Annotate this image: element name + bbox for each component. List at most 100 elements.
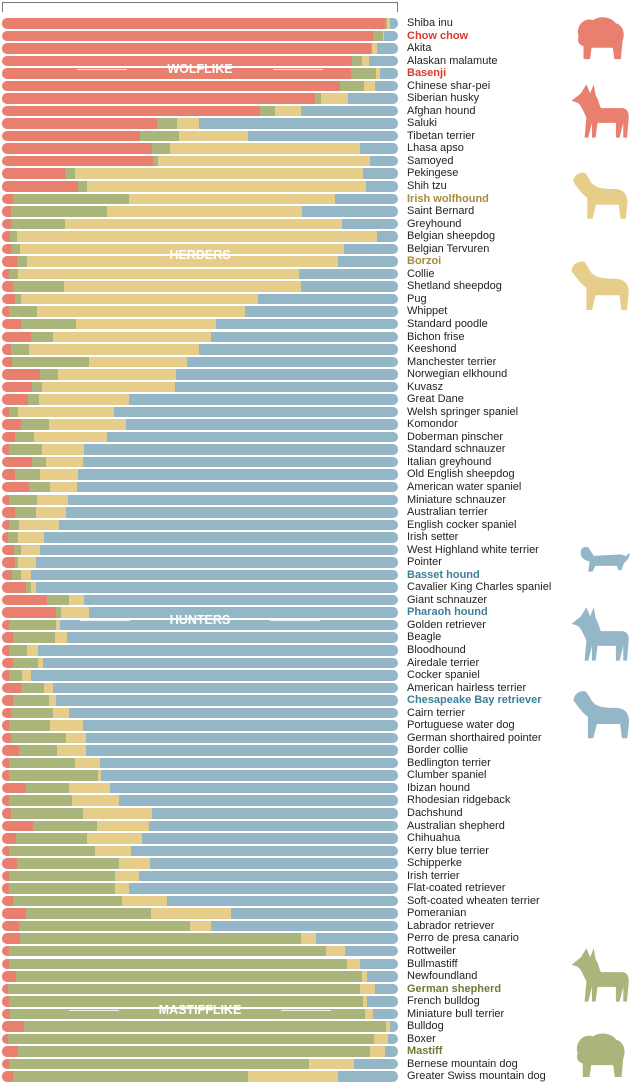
bar-segment-wolflike [2,168,66,179]
breed-label: West Highland white terrier [407,543,539,556]
stacked-bar [2,469,398,480]
breed-row: Komondor [0,418,640,431]
breed-label: Perro de presa canario [407,932,519,945]
bar-segment-herders [158,155,371,167]
bar-segment-herders [301,933,316,944]
bar-segment-mastifflike [13,657,39,669]
bar-segment-hunters [126,419,398,430]
bar-segment-mastifflike [9,619,56,631]
breed-row: Greyhound [0,218,640,231]
bar-segment-wolflike [2,632,14,643]
breed-row: Bulldog [0,1020,640,1033]
stacked-bar [2,971,398,982]
bar-segment-hunters [114,406,398,418]
bar-segment-mastifflike [260,105,275,117]
bar-segment-mastifflike [15,971,362,982]
breed-row: Saint Bernard [0,205,640,218]
bar-segment-wolflike [2,155,153,167]
breed-row: Saluki [0,117,640,130]
bar-segment-hunters [167,895,398,907]
bar-segment-hunters [210,331,398,342]
bar-segment-mastifflike [139,130,179,142]
bar-segment-mastifflike [315,93,321,104]
breed-row: Labrador retriever [0,920,640,933]
bar-segment-hunters [344,243,398,255]
bar-segment-wolflike [2,895,14,907]
stacked-bar [2,983,398,995]
breed-label: Rottweiler [407,944,456,957]
breed-row: Ibizan hound [0,782,640,795]
bar-segment-herders [38,657,43,669]
breed-row: Newfoundland [0,970,640,983]
group-label-mastifflike: MASTIFFLIKE [2,1003,398,1017]
breed-label: Samoyed [407,154,454,167]
bar-segment-wolflike [2,645,10,656]
stacked-bar [2,293,398,305]
breed-label: Chesapeake Bay retriever [407,694,542,707]
bar-segment-hunters [258,293,398,305]
bar-segment-wolflike [2,820,34,832]
breed-label: Cairn terrier [407,706,466,719]
breed-row: Perro de presa canario [0,932,640,945]
bar-segment-mastifflike [9,494,37,506]
bar-segment-mastifflike [27,394,39,405]
bar-segment-mastifflike [21,318,76,330]
bar-segment-wolflike [2,293,15,305]
breed-label: Keeshond [407,343,457,356]
breed-row: Cavalier King Charles spaniel [0,581,640,594]
bar-segment-wolflike [2,80,340,92]
breed-label: Norwegian elkhound [407,368,508,381]
breed-row: Miniature schnauzer [0,494,640,507]
bar-segment-wolflike [2,557,15,568]
bar-segment-herders [64,218,343,230]
stacked-bar [2,670,398,681]
breed-label: Shiba inu [407,17,453,29]
bar-segment-herders [52,707,69,719]
bar-segment-herders [94,845,131,857]
bar-segment-hunters [302,206,398,217]
bar-segment-hunters [198,118,398,129]
bar-segment-wolflike [2,619,10,631]
bar-segment-hunters [152,808,398,819]
breed-row: Belgian sheepdog [0,230,640,243]
bar-segment-mastifflike [23,1021,386,1032]
bar-segment-hunters [337,256,398,267]
bar-segment-wolflike [2,808,12,819]
bar-segment-hunters [231,908,398,919]
bar-segment-mastifflike [19,745,58,756]
bar-segment-wolflike [2,519,9,531]
breed-row: Bernese mountain dog [0,1058,640,1071]
herders-label: HERDERS [129,248,270,262]
bar-segment-hunters [58,519,398,531]
bar-segment-mastifflike [8,1058,309,1070]
breed-label: Chinese shar-pei [407,79,491,92]
stacked-bar [2,682,398,694]
breed-row: Tibetan terrier [0,130,640,143]
breed-label: Belgian Tervuren [407,242,490,255]
bar-segment-herders [274,105,302,117]
bar-segment-herders [150,908,232,919]
bar-segment-herders [177,118,199,129]
bar-segment-herders [36,306,246,317]
breed-row: Portuguese water dog [0,719,640,732]
stacked-bar [2,331,398,342]
bar-segment-hunters [186,356,398,368]
breed-row: Irish terrier [0,870,640,883]
bar-segment-hunters [315,933,398,944]
stacked-bar [2,168,398,179]
pharaoh-hound-silhouette-icon [571,607,629,661]
bar-segment-mastifflike [7,532,18,543]
stacked-bar [2,306,398,317]
bar-segment-hunters [138,870,398,882]
breed-row: American water spaniel [0,481,640,494]
bar-segment-hunters [176,369,398,380]
bar-segment-mastifflike [156,118,178,129]
breed-row: Irish setter [0,531,640,544]
bar-segment-herders [364,1008,374,1020]
bar-segment-wolflike [2,532,8,543]
bar-segment-hunters [377,43,398,54]
bar-segment-herders [46,456,84,468]
bar-segment-mastifflike [9,670,22,681]
breed-label: Saint Bernard [407,205,475,218]
bar-segment-hunters [375,983,398,995]
